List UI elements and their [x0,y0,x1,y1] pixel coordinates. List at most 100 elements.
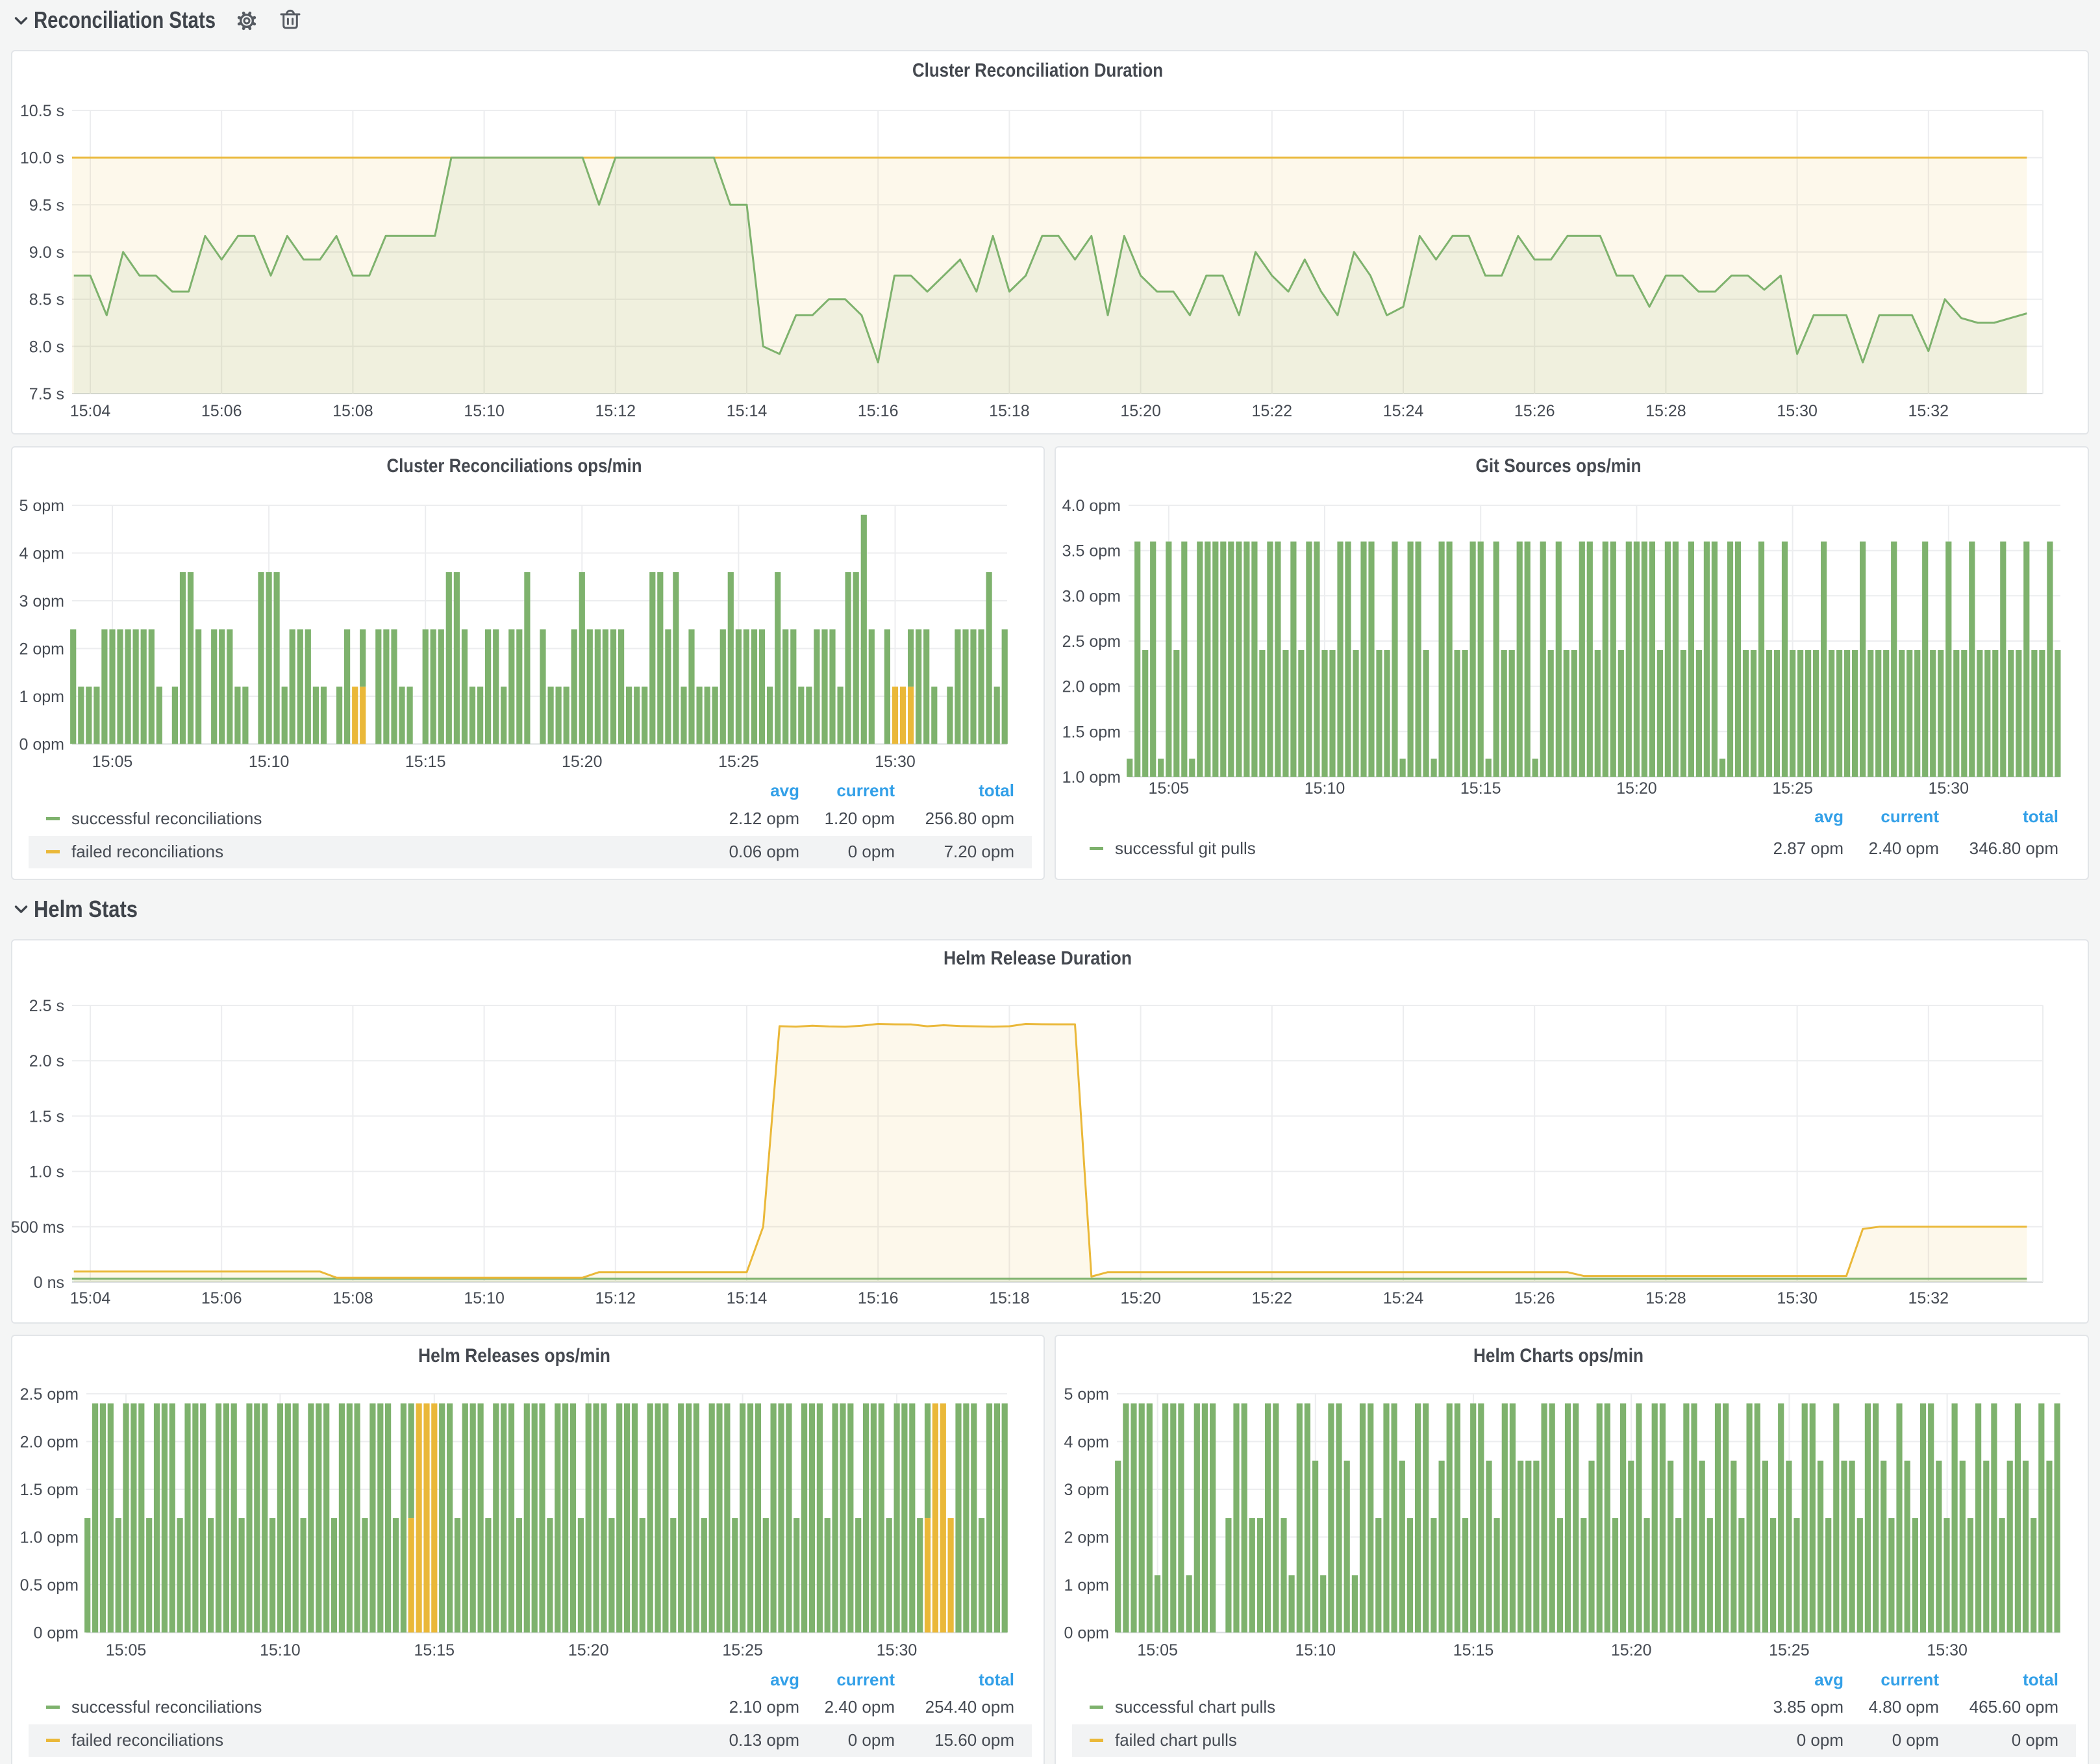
svg-text:15:28: 15:28 [1645,1289,1686,1307]
svg-text:current: current [836,1670,895,1689]
svg-text:avg: avg [1814,1670,1844,1689]
svg-text:avg: avg [770,1670,799,1689]
svg-text:Helm Charts ops/min: Helm Charts ops/min [1473,1345,1644,1367]
svg-text:1.0 opm: 1.0 opm [1062,768,1121,787]
svg-text:3.5 opm: 3.5 opm [1062,542,1121,561]
svg-text:1.5 s: 1.5 s [29,1107,64,1126]
svg-text:7.5 s: 7.5 s [29,385,64,403]
svg-text:2.0 s: 2.0 s [29,1052,64,1070]
svg-text:15:25: 15:25 [722,1641,763,1659]
svg-text:15:30: 15:30 [1929,779,1969,798]
svg-text:15:10: 15:10 [464,1289,505,1307]
svg-text:254.40 opm: 254.40 opm [925,1697,1014,1717]
svg-text:15:24: 15:24 [1383,402,1424,420]
svg-text:2.5 s: 2.5 s [29,997,64,1015]
svg-text:1.5 opm: 1.5 opm [1062,723,1121,741]
svg-text:15:15: 15:15 [414,1641,455,1659]
svg-text:256.80 opm: 256.80 opm [925,809,1014,828]
svg-text:15:05: 15:05 [1149,779,1190,798]
svg-text:Cluster Reconciliations ops/mi: Cluster Reconciliations ops/min [387,455,642,477]
svg-text:0 opm: 0 opm [848,1730,895,1750]
svg-text:1.5 opm: 1.5 opm [20,1481,79,1499]
svg-text:2.5 opm: 2.5 opm [20,1385,79,1404]
svg-text:15:04: 15:04 [70,1289,111,1307]
svg-text:1.0 opm: 1.0 opm [20,1529,79,1547]
svg-text:2.87 opm: 2.87 opm [1773,838,1844,858]
svg-text:9.0 s: 9.0 s [29,244,64,262]
svg-text:15:06: 15:06 [201,402,242,420]
svg-text:current: current [1881,1670,1939,1689]
svg-text:15:28: 15:28 [1645,402,1686,420]
svg-text:15:05: 15:05 [92,753,133,771]
svg-text:Helm Release Duration: Helm Release Duration [944,948,1132,969]
svg-text:15:30: 15:30 [1927,1641,1968,1659]
svg-text:current: current [1881,807,1939,826]
svg-text:0 ns: 0 ns [34,1274,64,1292]
svg-text:10.0 s: 10.0 s [20,149,64,168]
svg-text:Reconciliation Stats: Reconciliation Stats [34,6,216,33]
svg-text:15:10: 15:10 [249,753,290,771]
svg-text:total: total [2023,807,2058,826]
svg-text:15:25: 15:25 [1772,779,1813,798]
svg-text:2.40 opm: 2.40 opm [825,1697,895,1717]
svg-text:5 opm: 5 opm [1064,1385,1109,1404]
svg-text:15:16: 15:16 [858,1289,899,1307]
svg-text:2.12 opm: 2.12 opm [729,809,799,828]
svg-text:346.80 opm: 346.80 opm [1969,838,2058,858]
svg-text:0 opm: 0 opm [34,1624,79,1643]
svg-text:failed reconciliations: failed reconciliations [71,842,223,861]
svg-text:2.0 opm: 2.0 opm [20,1433,79,1452]
svg-text:2 opm: 2 opm [19,640,64,659]
svg-text:successful chart pulls: successful chart pulls [1115,1697,1275,1717]
svg-text:15:25: 15:25 [1769,1641,1810,1659]
svg-text:15:20: 15:20 [568,1641,609,1659]
svg-text:15:32: 15:32 [1908,1289,1949,1307]
svg-text:3.85 opm: 3.85 opm [1773,1697,1844,1717]
svg-text:4 opm: 4 opm [1064,1433,1109,1452]
svg-text:successful reconciliations: successful reconciliations [71,809,262,828]
svg-text:total: total [979,1670,1014,1689]
svg-text:0 opm: 0 opm [1064,1624,1109,1643]
svg-text:15:20: 15:20 [1120,1289,1161,1307]
svg-text:15:25: 15:25 [718,753,759,771]
svg-text:0 opm: 0 opm [1892,1730,1939,1750]
svg-text:10.5 s: 10.5 s [20,102,64,120]
svg-text:9.5 s: 9.5 s [29,196,64,214]
svg-text:current: current [836,781,895,800]
svg-text:3.0 opm: 3.0 opm [1062,587,1121,605]
svg-text:15:26: 15:26 [1514,1289,1555,1307]
svg-text:15:16: 15:16 [858,402,899,420]
svg-text:15:30: 15:30 [877,1641,918,1659]
svg-text:1.0 s: 1.0 s [29,1163,64,1181]
svg-text:15:22: 15:22 [1252,1289,1293,1307]
svg-text:15:20: 15:20 [1611,1641,1652,1659]
svg-text:15:24: 15:24 [1383,1289,1424,1307]
svg-text:4 opm: 4 opm [19,545,64,563]
svg-text:2.40 opm: 2.40 opm [1869,838,1939,858]
svg-text:15:20: 15:20 [1616,779,1657,798]
svg-text:15:18: 15:18 [989,402,1030,420]
svg-text:successful git pulls: successful git pulls [1115,838,1256,858]
svg-text:8.5 s: 8.5 s [29,291,64,309]
svg-text:failed chart pulls: failed chart pulls [1115,1730,1237,1750]
svg-text:15:10: 15:10 [1305,779,1345,798]
svg-text:3 opm: 3 opm [19,592,64,611]
svg-text:avg: avg [770,781,799,800]
svg-text:15:32: 15:32 [1908,402,1949,420]
svg-text:2.5 opm: 2.5 opm [1062,633,1121,651]
svg-text:15:08: 15:08 [332,402,373,420]
svg-text:total: total [979,781,1014,800]
svg-text:15:30: 15:30 [1777,402,1818,420]
svg-text:avg: avg [1814,807,1844,826]
svg-text:15:20: 15:20 [562,753,603,771]
svg-text:15:08: 15:08 [332,1289,373,1307]
svg-text:15:14: 15:14 [727,402,768,420]
svg-text:15:15: 15:15 [405,753,446,771]
svg-text:8.0 s: 8.0 s [29,338,64,356]
svg-text:0 opm: 0 opm [1797,1730,1844,1750]
svg-text:500 ms: 500 ms [11,1218,64,1237]
svg-text:2.10 opm: 2.10 opm [729,1697,799,1717]
svg-text:15:06: 15:06 [201,1289,242,1307]
svg-text:15:18: 15:18 [989,1289,1030,1307]
svg-text:15:05: 15:05 [1137,1641,1178,1659]
